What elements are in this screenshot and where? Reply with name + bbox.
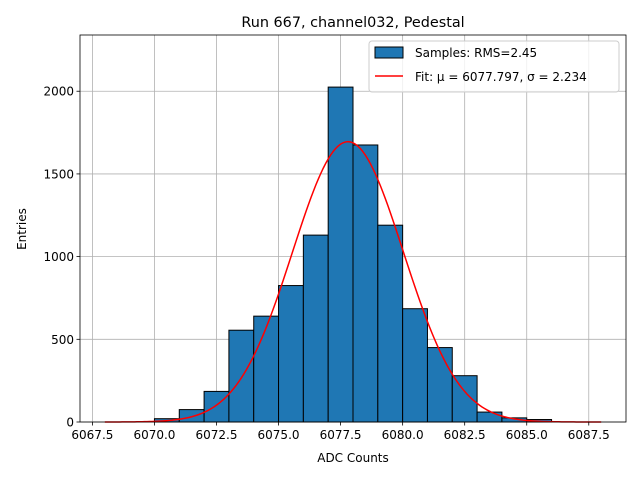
histogram-bar — [352, 144, 379, 423]
x-tick-label: 6082.5 — [444, 428, 486, 442]
x-tick-label: 6072.5 — [196, 428, 238, 442]
x-axis-ticks: 6067.5 6070.0 6072.5 6075.0 6077.5 6080.0 6082… — [71, 422, 610, 442]
histogram-bar — [228, 329, 255, 423]
y-tick-label: 2000 — [43, 85, 74, 99]
x-tick-label: 6070.0 — [133, 428, 175, 442]
histogram-bar — [402, 308, 428, 423]
y-tick-label: 1500 — [43, 167, 74, 181]
legend: Samples: RMS=2.45 Fit: μ = 6077.797, σ =… — [368, 40, 620, 93]
chart-title: Run 667, channel032, Pedestal — [241, 15, 464, 31]
fit-curve — [104, 140, 602, 423]
fit-curve-group — [104, 140, 602, 423]
histogram-bar — [253, 315, 280, 423]
x-tick-label: 6067.5 — [71, 428, 113, 442]
histogram-bar — [178, 409, 205, 423]
histogram-bar — [426, 347, 453, 423]
legend-label-samples: Samples: RMS=2.45 — [415, 46, 537, 60]
x-tick-label: 6085.0 — [506, 428, 548, 442]
histogram-bar — [302, 234, 329, 423]
x-tick-label: 6080.0 — [382, 428, 424, 442]
legend-swatch-samples — [374, 46, 404, 59]
histogram-bar — [203, 390, 230, 423]
histogram-bar — [476, 411, 503, 423]
x-axis-label: ADC Counts — [317, 451, 389, 465]
plot-frame — [79, 34, 627, 423]
y-axis-label: Entries — [15, 208, 29, 250]
x-tick-label: 6077.5 — [320, 428, 362, 442]
x-tick-label: 6087.5 — [568, 428, 610, 442]
y-tick-label: 500 — [51, 333, 74, 347]
legend-box — [368, 40, 620, 93]
histogram-bar — [377, 224, 404, 423]
y-axis-ticks: 0 500 1000 1500 2000 — [43, 85, 80, 430]
x-tick-label: 6075.0 — [258, 428, 300, 442]
histogram-bar — [451, 375, 478, 423]
histogram-bar — [327, 86, 354, 423]
y-tick-label: 0 — [66, 416, 74, 430]
histogram-bar — [278, 285, 304, 423]
y-tick-label: 1000 — [43, 250, 74, 264]
legend-label-fit: Fit: μ = 6077.797, σ = 2.234 — [415, 70, 587, 84]
